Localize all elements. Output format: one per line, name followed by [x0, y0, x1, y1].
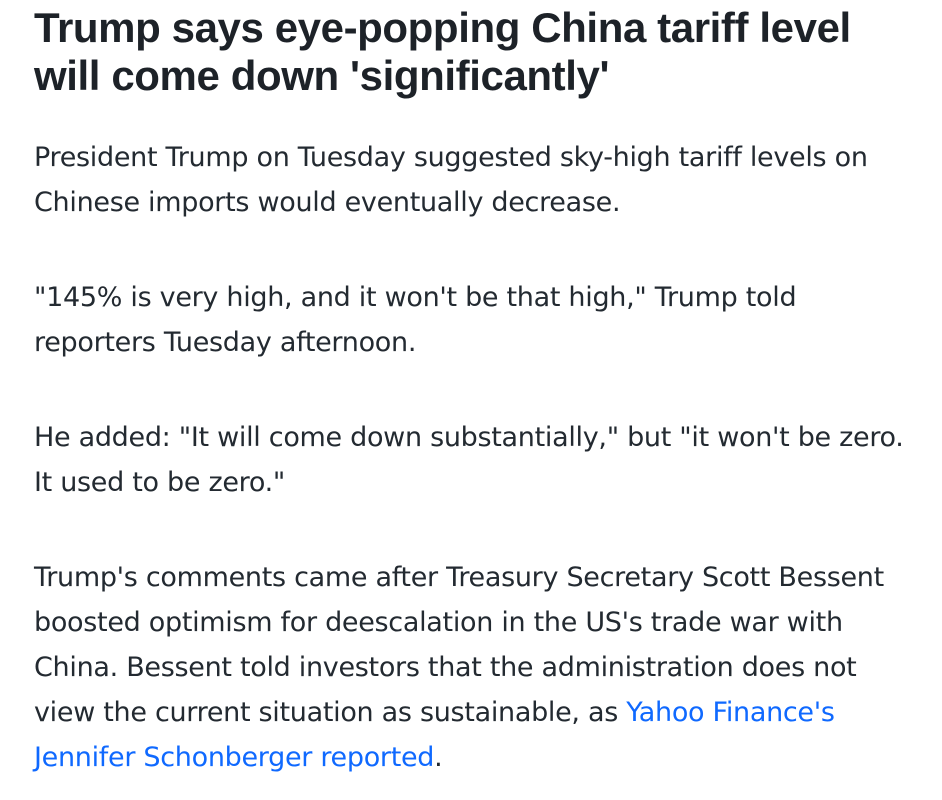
- article-paragraph-4: Trump's comments came after Treasury Sec…: [34, 555, 924, 780]
- article-paragraph-2: "145% is very high, and it won't be that…: [34, 282, 797, 358]
- article-headline: Trump says eye-popping China tariff leve…: [34, 4, 851, 99]
- article-paragraph-1: President Trump on Tuesday suggested sky…: [34, 142, 868, 218]
- paragraph-4-end: .: [434, 742, 443, 773]
- yahoo-finance-report-link[interactable]: Yahoo Finance's Jennifer Schonberger rep…: [34, 697, 835, 773]
- article-paragraph-3: He added: "It will come down substantial…: [34, 422, 904, 498]
- news-article: Trump says eye-popping China tariff leve…: [34, 0, 924, 780]
- paragraph-4-text: Trump's comments came after Treasury Sec…: [34, 562, 884, 728]
